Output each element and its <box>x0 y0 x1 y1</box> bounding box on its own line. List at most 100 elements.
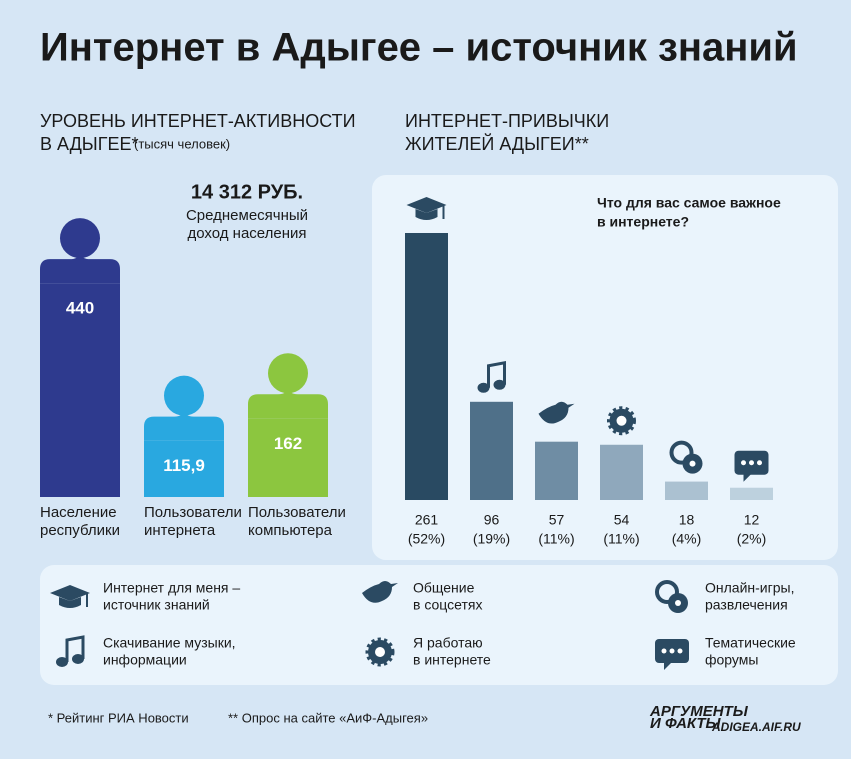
icon-part <box>741 460 746 466</box>
icon <box>56 635 85 667</box>
legend-label: форумы <box>705 652 758 668</box>
bar <box>144 440 224 497</box>
icon-part <box>56 657 68 667</box>
legend-label: в соцсетях <box>413 597 482 613</box>
icon-part <box>757 460 762 466</box>
icon <box>477 360 506 393</box>
icon <box>734 450 769 482</box>
icon-part <box>375 647 385 657</box>
question: в интернете? <box>597 214 689 230</box>
icon <box>406 196 447 220</box>
icon-part <box>50 585 90 601</box>
person-head <box>268 353 308 394</box>
icon <box>669 440 703 474</box>
icon <box>362 581 398 603</box>
bar <box>470 401 513 500</box>
icon-part <box>406 196 447 213</box>
share-label: (19%) <box>473 531 510 547</box>
chart-title: ЖИТЕЛЕЙ АДЫГЕИ** <box>405 133 589 154</box>
value-label: 162 <box>274 434 302 453</box>
bar <box>665 481 708 500</box>
person-shoulders <box>144 408 224 441</box>
share-label: (11%) <box>538 531 574 547</box>
bar <box>405 232 448 500</box>
legend-label: Интернет для меня – <box>103 580 240 596</box>
bar <box>40 283 120 497</box>
icon-part <box>65 635 85 662</box>
share-label: (11%) <box>603 531 639 547</box>
value-label: 54 <box>614 512 630 528</box>
icon-part <box>669 648 675 654</box>
person-head <box>60 218 100 259</box>
icon-part <box>538 401 575 424</box>
bar <box>535 441 578 500</box>
legend-label: источник знаний <box>103 597 210 613</box>
legend-label: информации <box>103 652 187 668</box>
value-label: 96 <box>484 512 500 528</box>
bar <box>730 487 773 500</box>
chart-title: УРОВЕНЬ ИНТЕРНЕТ-АКТИВНОСТИ <box>40 111 356 131</box>
footnote: ** Опрос на сайте «АиФ-Адыгея» <box>228 710 428 725</box>
icon-part <box>415 208 438 220</box>
icon-part <box>362 581 398 603</box>
legend-label: Тематические <box>705 635 796 651</box>
icon <box>655 580 688 613</box>
icon-part <box>493 379 506 390</box>
annotation-text: доход населения <box>187 225 306 242</box>
icon-part <box>689 460 696 467</box>
category-label: Пользователи <box>144 504 242 521</box>
bar <box>600 444 643 500</box>
icon-part <box>677 648 683 654</box>
icon-part <box>477 382 490 393</box>
value-label: 440 <box>66 299 94 318</box>
value-label: 261 <box>415 512 439 528</box>
icon-part <box>749 460 754 466</box>
icon <box>365 637 395 667</box>
category-label: Пользователи <box>248 504 346 521</box>
icon-part <box>661 648 667 654</box>
icon-part <box>669 440 694 465</box>
question: Что для вас самое важное <box>597 195 781 211</box>
legend-label: в интернете <box>413 652 491 668</box>
icon-part <box>655 580 679 604</box>
person-head <box>164 375 204 416</box>
logo-brand: АРГУМЕНТЫ <box>649 703 749 720</box>
person-shoulders <box>248 386 328 419</box>
share-label: (4%) <box>672 531 702 547</box>
icon-part <box>743 473 752 482</box>
legend-label: Общение <box>413 580 475 596</box>
category-label: компьютера <box>248 522 333 539</box>
icon-part <box>664 662 672 670</box>
icon-part <box>59 597 81 608</box>
person-shoulders <box>40 251 120 284</box>
legend-panel <box>40 565 838 685</box>
category-label: интернета <box>144 522 216 539</box>
chart-title: В АДЫГЕЕ* <box>40 134 139 154</box>
legend-label: развлечения <box>705 597 788 613</box>
icon <box>50 585 90 608</box>
bar <box>248 418 328 497</box>
value-label: 12 <box>744 512 760 528</box>
value-label: 18 <box>679 512 695 528</box>
annotation-amount: 14 312 РУБ. <box>191 181 303 203</box>
icon <box>538 401 575 424</box>
icon-part <box>72 654 84 664</box>
icon-part <box>675 600 681 606</box>
icon <box>655 639 689 670</box>
share-label: (2%) <box>737 531 767 547</box>
chart-subtitle: (тысяч человек) <box>134 136 230 151</box>
title: Интернет в Адыгее – источник знаний <box>40 26 798 70</box>
chart-title: ИНТЕРНЕТ-ПРИВЫЧКИ <box>405 111 609 131</box>
icon-part <box>616 415 627 426</box>
icon <box>607 406 636 436</box>
legend-label: Я работаю <box>413 635 483 651</box>
category-label: Население <box>40 504 117 521</box>
annotation-text: Среднемесячный <box>186 207 308 224</box>
icon-part <box>487 360 506 388</box>
value-label: 115,9 <box>163 456 205 475</box>
logo-site: ADIGEA.AIF.RU <box>711 720 801 734</box>
share-label: (52%) <box>408 531 445 547</box>
category-label: республики <box>40 522 120 539</box>
value-label: 57 <box>549 512 565 528</box>
